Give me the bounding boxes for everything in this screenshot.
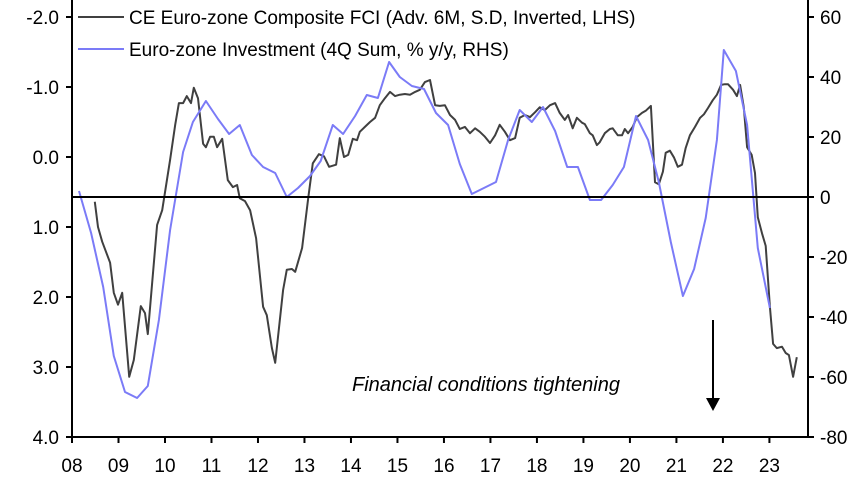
x-tick-label: 10: [154, 456, 175, 477]
right-y-tick-label: -20: [820, 248, 847, 269]
legend: CE Euro-zone Composite FCI (Adv. 6M, S.D…: [78, 8, 636, 61]
x-tick-label: 16: [433, 456, 454, 477]
x-tick-label: 18: [526, 456, 547, 477]
x-tick-label: 20: [619, 456, 640, 477]
legend-label-investment: Euro-zone Investment (4Q Sum, % y/y, RHS…: [129, 40, 509, 61]
left-y-tick-label: 0.0: [33, 148, 59, 169]
x-tick-label: 11: [202, 456, 222, 477]
right-y-tick-label: 20: [820, 128, 841, 149]
annotation-text: Financial conditions tightening: [352, 374, 620, 396]
x-tick-label: 17: [480, 456, 501, 477]
left-y-tick-label: 1.0: [33, 218, 59, 239]
left-y-tick-label: -2.0: [26, 8, 59, 29]
x-tick-label: 22: [712, 456, 733, 477]
x-tick-label: 15: [387, 456, 408, 477]
series-line-investment: [78, 49, 771, 399]
left-y-tick-label: 3.0: [33, 358, 59, 379]
right-y-tick-label: -40: [820, 308, 847, 329]
right-y-tick-label: 60: [820, 8, 841, 29]
left-y-tick-label: 4.0: [33, 428, 59, 449]
x-tick-label: 19: [573, 456, 594, 477]
x-tick-label: 21: [666, 456, 687, 477]
left-y-tick-label: -1.0: [26, 78, 59, 99]
right-y-tick-label: -60: [820, 368, 847, 389]
x-tick-label: 09: [108, 456, 129, 477]
x-tick-label: 12: [247, 456, 268, 477]
x-tick-label: 08: [61, 456, 82, 477]
right-y-tick-label: 40: [820, 68, 841, 89]
x-tick-label: 23: [759, 456, 780, 477]
x-tick-label: 14: [340, 456, 362, 477]
right-y-tick-label: -80: [820, 428, 847, 449]
x-tick-label: 13: [294, 456, 315, 477]
legend-label-fci: CE Euro-zone Composite FCI (Adv. 6M, S.D…: [129, 8, 636, 29]
down-arrow-icon: [706, 320, 720, 411]
left-y-tick-label: 2.0: [33, 288, 59, 309]
series-line-fci: [93, 79, 798, 378]
right-y-tick-label: 0: [820, 188, 831, 209]
